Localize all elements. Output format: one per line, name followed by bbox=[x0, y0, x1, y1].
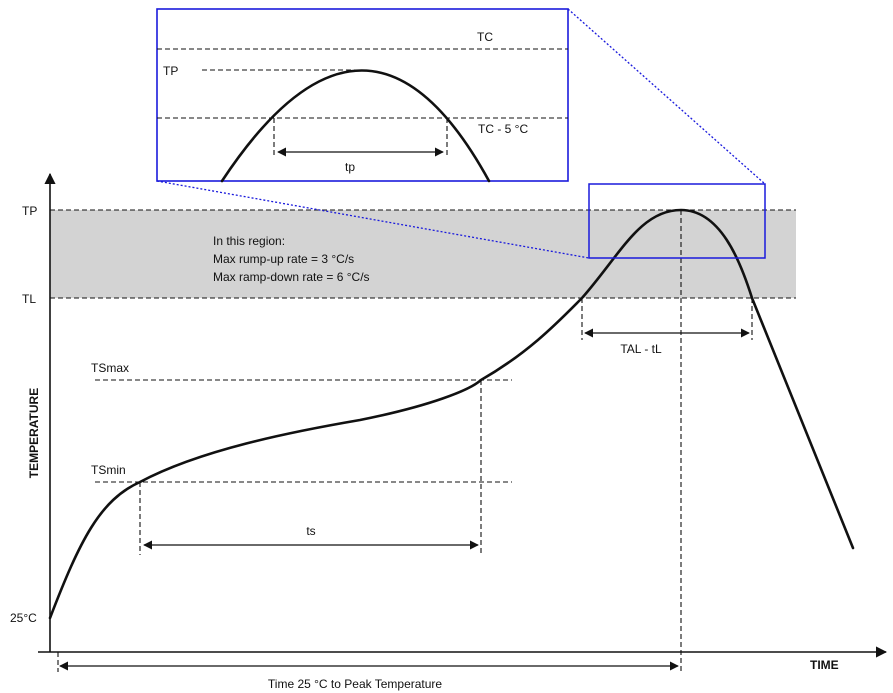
region-note-line1: In this region: bbox=[213, 234, 285, 248]
inset-label-tc: TC bbox=[477, 30, 493, 44]
region-note-line3: Max ramp-down rate = 6 °C/s bbox=[213, 270, 370, 284]
inset-label-tp-duration: tp bbox=[345, 160, 355, 174]
label-tl: TL bbox=[22, 292, 36, 306]
zoom-connector-top bbox=[567, 8, 766, 185]
inset-box bbox=[156, 8, 569, 182]
inset-label-tc-minus: TC - 5 °C bbox=[478, 122, 528, 136]
inset-peak-curve bbox=[220, 69, 491, 183]
label-tsmin: TSmin bbox=[91, 463, 126, 477]
label-tp: TP bbox=[22, 204, 37, 218]
label-25c: 25°C bbox=[10, 611, 37, 625]
reflow-profile-curve bbox=[48, 208, 855, 620]
label-tsmax: TSmax bbox=[91, 361, 129, 375]
liquidus-region-band bbox=[50, 210, 796, 298]
zoom-connector-bottom bbox=[156, 180, 590, 259]
total-time-label: Time 25 °C to Peak Temperature bbox=[268, 677, 443, 691]
y-axis-title: TEMPERATURE bbox=[27, 388, 41, 478]
ts-label: ts bbox=[306, 524, 315, 538]
x-axis-title: TIME bbox=[810, 658, 839, 672]
peak-zoom-frame bbox=[588, 183, 766, 259]
inset-label-tp: TP bbox=[163, 64, 178, 78]
region-note-line2: Max rump-up rate = 3 °C/s bbox=[213, 252, 354, 266]
tal-label: TAL - tL bbox=[620, 342, 662, 356]
